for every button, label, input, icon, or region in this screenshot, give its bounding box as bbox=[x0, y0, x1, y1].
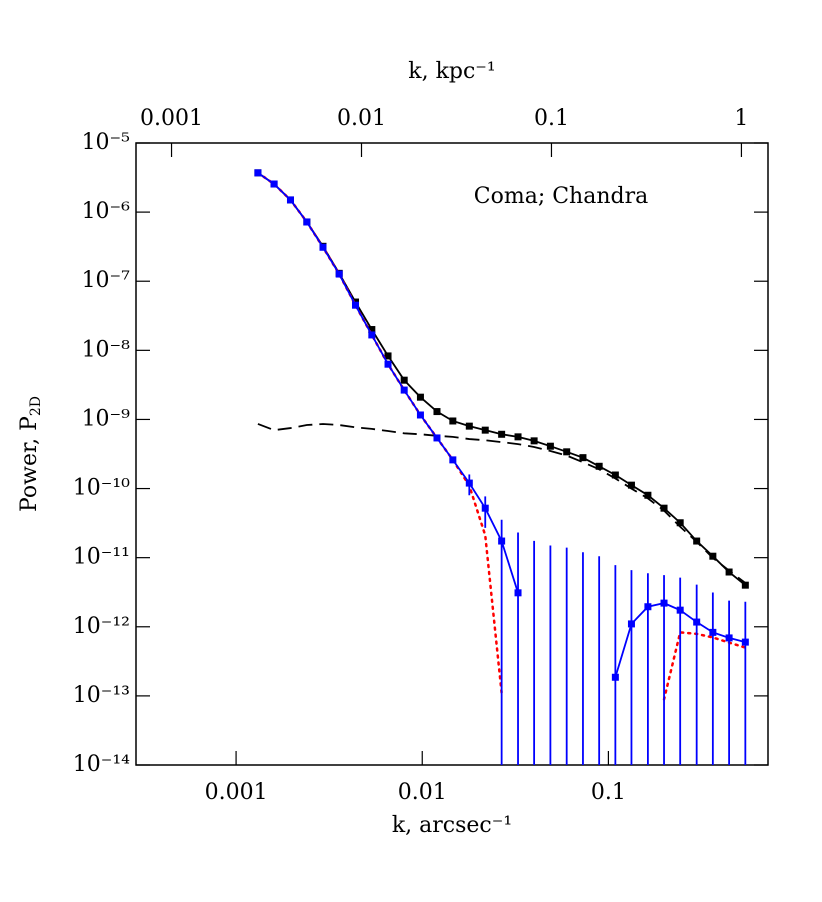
marker bbox=[481, 426, 489, 434]
y-tick-label: 10⁻¹⁰ bbox=[73, 476, 130, 501]
marker bbox=[384, 352, 392, 360]
marker bbox=[611, 471, 619, 479]
marker bbox=[465, 479, 473, 487]
marker bbox=[384, 360, 392, 368]
marker bbox=[368, 331, 376, 339]
y-tick-label: 10⁻¹⁴ bbox=[73, 752, 130, 777]
marker bbox=[725, 568, 733, 576]
marker bbox=[709, 552, 717, 560]
series-line bbox=[256, 171, 503, 695]
marker bbox=[416, 393, 424, 401]
marker bbox=[693, 618, 701, 626]
marker bbox=[254, 169, 262, 177]
marker bbox=[319, 243, 327, 251]
x-tick-label: 0.001 bbox=[205, 780, 268, 805]
marker bbox=[644, 491, 652, 499]
marker bbox=[449, 417, 457, 425]
y-tick-label: 10⁻⁵ bbox=[82, 130, 130, 155]
marker bbox=[741, 581, 749, 589]
marker bbox=[303, 218, 311, 226]
marker bbox=[400, 386, 408, 394]
marker bbox=[676, 606, 684, 614]
marker bbox=[416, 411, 424, 419]
x-tick-label: 0.01 bbox=[398, 780, 447, 805]
marker bbox=[481, 504, 489, 512]
plot-frame bbox=[135, 142, 769, 766]
plot-area bbox=[254, 169, 749, 765]
y-tick-label: 10⁻¹¹ bbox=[73, 545, 130, 570]
y-tick-label: 10⁻⁶ bbox=[82, 199, 131, 224]
series-line bbox=[662, 631, 747, 701]
y-tick-label: 10⁻¹² bbox=[73, 614, 130, 639]
marker bbox=[465, 422, 473, 430]
marker bbox=[563, 448, 571, 456]
annotation: Coma; Chandra bbox=[474, 184, 648, 209]
y-tick-label: 10⁻⁷ bbox=[82, 268, 131, 293]
marker bbox=[660, 599, 668, 607]
marker bbox=[286, 196, 294, 204]
marker bbox=[449, 456, 457, 464]
marker bbox=[400, 376, 408, 384]
marker bbox=[368, 326, 376, 334]
x2-tick-label: 0.1 bbox=[534, 106, 569, 131]
x-tick-label: 0.1 bbox=[591, 780, 626, 805]
marker bbox=[514, 589, 522, 597]
marker bbox=[514, 433, 522, 441]
marker bbox=[498, 430, 506, 438]
y-tick-label: 10⁻⁹ bbox=[82, 406, 131, 431]
x2-axis-label: k, kpc⁻¹ bbox=[408, 59, 495, 84]
marker bbox=[660, 504, 668, 512]
x2-tick-label: 0.01 bbox=[337, 106, 386, 131]
marker bbox=[335, 270, 343, 278]
marker bbox=[351, 301, 359, 309]
marker bbox=[433, 434, 441, 442]
x-axis-label: k, arcsec⁻¹ bbox=[392, 813, 512, 838]
marker bbox=[676, 519, 684, 527]
y-axis-label-group: Power, P2D bbox=[17, 396, 44, 512]
y-tick-label: 10⁻⁸ bbox=[82, 337, 131, 362]
marker bbox=[579, 454, 587, 462]
series-line bbox=[257, 172, 519, 594]
marker bbox=[270, 180, 278, 188]
marker bbox=[741, 638, 749, 646]
marker bbox=[644, 603, 652, 611]
marker bbox=[498, 537, 506, 545]
x2-tick-label: 1 bbox=[734, 106, 748, 131]
marker bbox=[725, 634, 733, 642]
marker bbox=[693, 537, 701, 545]
marker bbox=[595, 462, 603, 470]
marker bbox=[611, 673, 619, 681]
marker bbox=[546, 442, 554, 450]
marker bbox=[530, 437, 538, 445]
y-axis-label-main: Power, P bbox=[17, 416, 42, 512]
x2-tick-label: 0.001 bbox=[140, 106, 203, 131]
marker bbox=[433, 408, 441, 416]
marker bbox=[627, 620, 635, 628]
marker bbox=[709, 628, 717, 636]
marker bbox=[627, 481, 635, 489]
y-axis-label: Power, P2D bbox=[17, 396, 44, 512]
y-tick-label: 10⁻¹³ bbox=[73, 683, 130, 708]
y-axis-label-sub: 2D bbox=[28, 396, 44, 416]
